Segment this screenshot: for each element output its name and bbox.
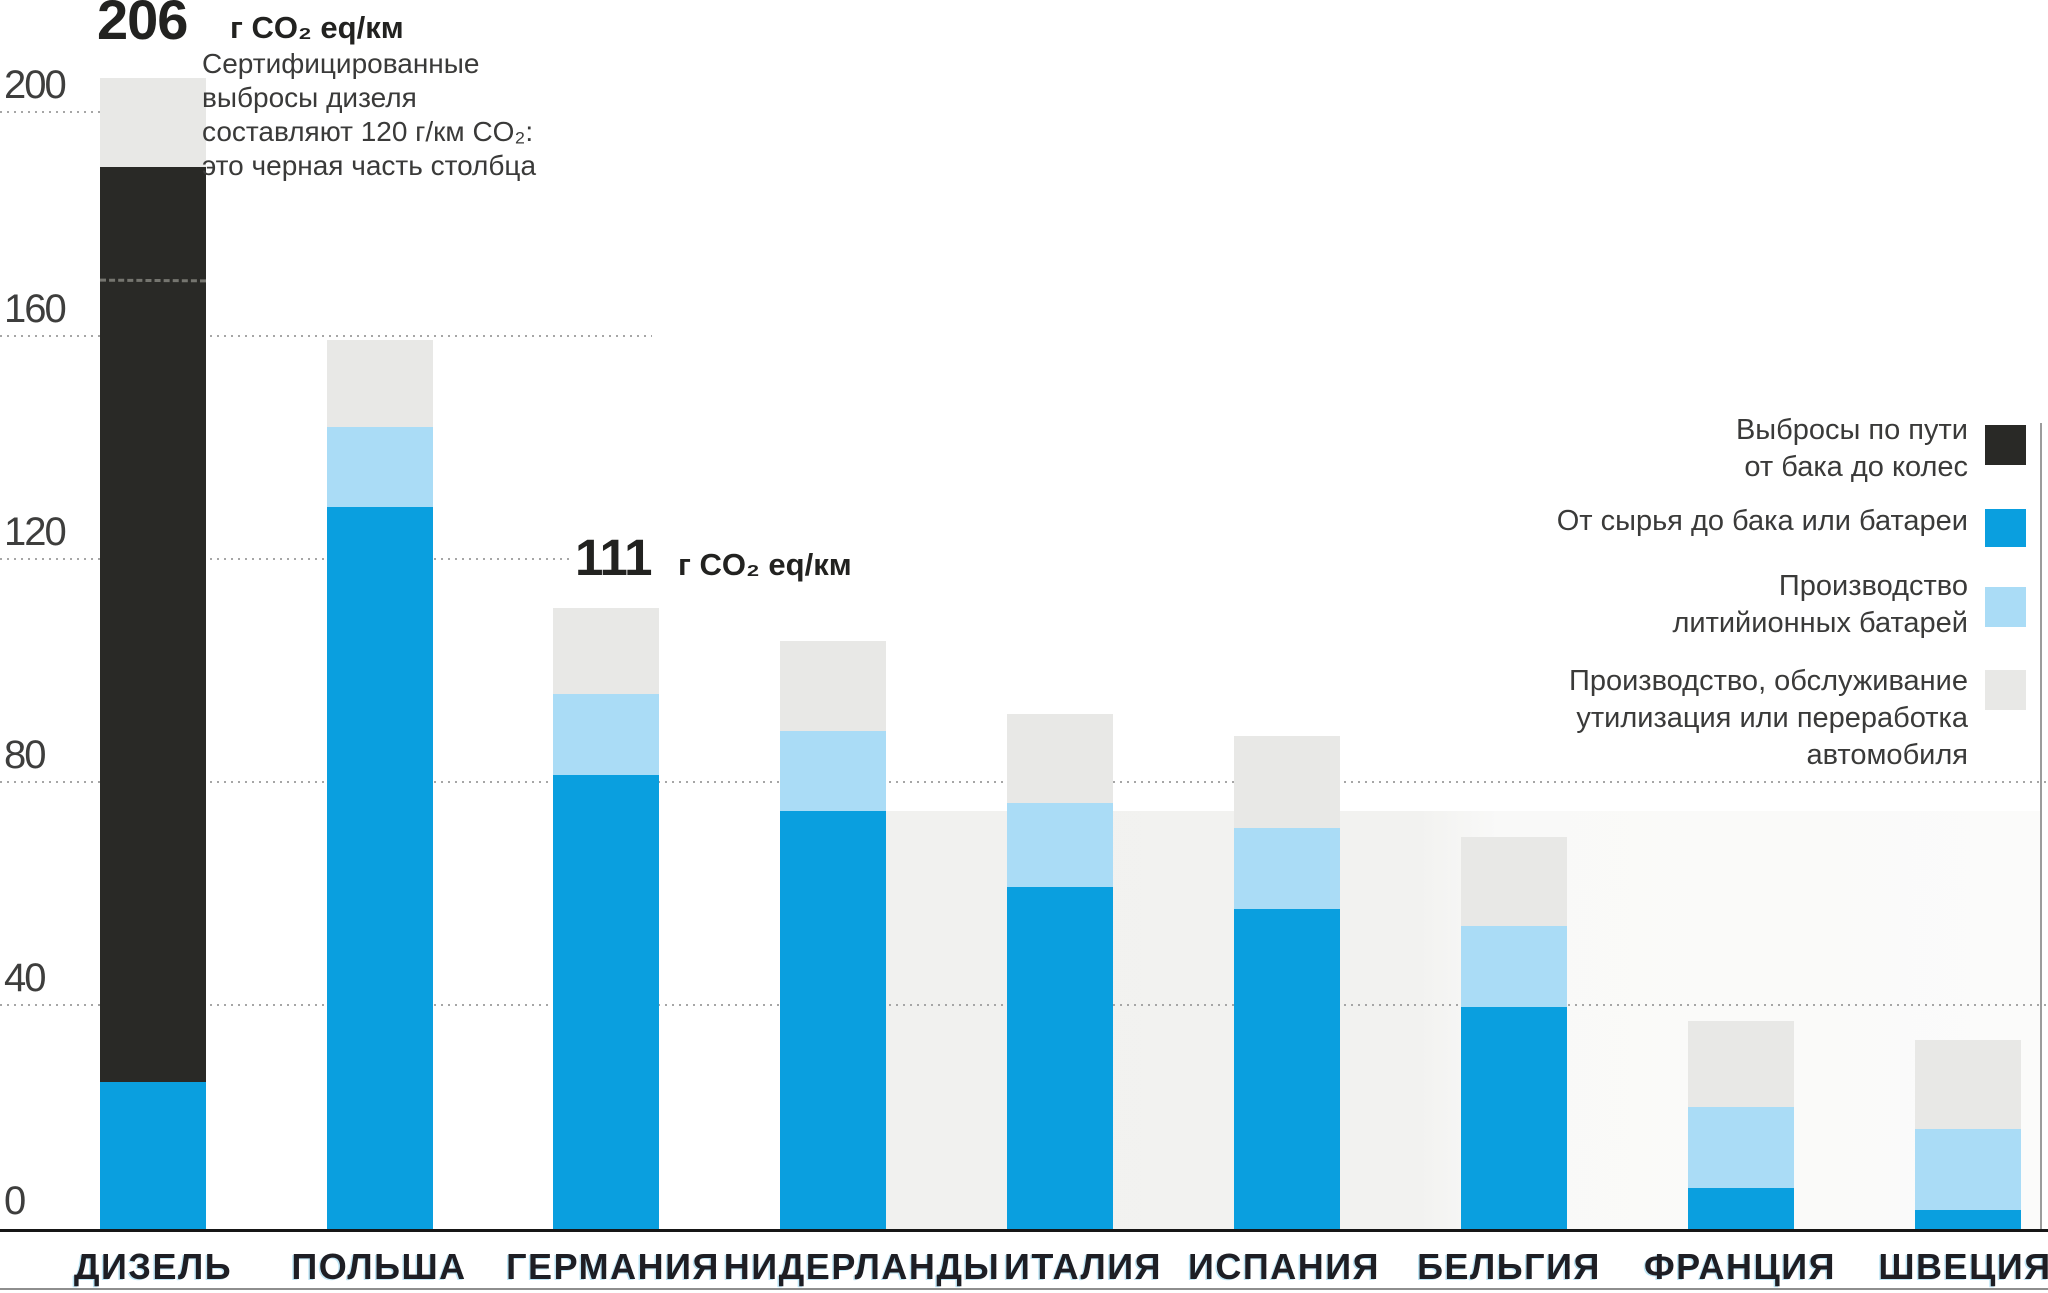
diesel-note-line: это черная часть столбца	[202, 150, 537, 181]
x-axis-label-испания: ИСПАНИЯ	[1188, 1246, 1380, 1287]
gridline-160	[0, 335, 652, 337]
x-axis-label-польша: ПОЛЬША	[291, 1246, 467, 1287]
bar-бельгия-segment-lightblue	[1461, 926, 1567, 1007]
y-tick-label-160: 160	[4, 287, 67, 331]
bar-германия-segment-gray	[553, 608, 659, 694]
right-border-line	[2040, 423, 2042, 1229]
legend-label-line: утилизация или переработка	[1576, 702, 1968, 734]
x-axis-label-дизель: ДИЗЕЛЬ	[73, 1246, 233, 1287]
x-axis-label-бельгия: БЕЛЬГИЯ	[1417, 1246, 1601, 1287]
germany-value-callout: 111	[575, 529, 652, 586]
bar-дизель-segment-blue	[100, 1082, 206, 1229]
gridline-120	[0, 558, 570, 560]
legend-label-line: Выбросы по пути	[1735, 414, 1968, 446]
bar-нидерланды-segment-lightblue	[780, 731, 886, 811]
x-axis-label-германия: ГЕРМАНИЯ	[506, 1246, 720, 1287]
x-axis-label-нидерланды: НИДЕРЛАНДЫ	[723, 1246, 1001, 1287]
bar-бельгия-segment-gray	[1461, 837, 1567, 926]
bar-дизель-segment-gray	[100, 78, 206, 167]
y-tick-label-80: 80	[4, 733, 46, 777]
x-axis-label-франция: ФРАНЦИЯ	[1643, 1246, 1837, 1287]
legend-label-line: Производство, обслуживание	[1568, 665, 1968, 697]
bar-швеция-segment-lightblue	[1915, 1129, 2021, 1210]
bar-франция-segment-lightblue	[1688, 1107, 1794, 1188]
bar-швеция-segment-blue	[1915, 1210, 2021, 1229]
bar-дизель-segment-black	[100, 167, 206, 1082]
gridline-200	[0, 111, 100, 113]
diesel-note-line: составляют 120 г/км CO₂:	[202, 116, 534, 147]
bar-италия-segment-blue	[1007, 887, 1113, 1229]
bar-италия-segment-gray	[1007, 714, 1113, 803]
legend-swatch-blue	[1985, 509, 2026, 547]
bar-италия-segment-lightblue	[1007, 803, 1113, 887]
bar-польша-segment-blue	[327, 507, 433, 1229]
bar-испания-segment-gray	[1234, 736, 1340, 828]
bar-швеция-segment-gray	[1915, 1040, 2021, 1129]
x-axis-label-италия: ИТАЛИЯ	[1003, 1246, 1163, 1287]
y-tick-label-200: 200	[4, 63, 67, 107]
bar-франция-segment-gray	[1688, 1021, 1794, 1107]
legend-label-blue: От сырья до бака или батареи	[1557, 503, 1968, 540]
y-tick-label-40: 40	[4, 956, 46, 1000]
bar-германия-segment-blue	[553, 775, 659, 1229]
legend-label-lightblue: Производство литийионных батарей	[1672, 568, 1968, 642]
legend-label-line: Производство	[1778, 570, 1968, 602]
diesel-unit-label: г CO₂ eq/км	[230, 10, 404, 45]
legend-label-line: От сырья до бака или батареи	[1556, 505, 1968, 537]
legend-swatch-black	[1985, 425, 2026, 465]
bar-польша-segment-gray	[327, 340, 433, 427]
bar-испания-segment-lightblue	[1234, 828, 1340, 909]
legend-label-line: автомобиля	[1806, 739, 1968, 771]
legend-swatch-gray	[1985, 670, 2026, 710]
bar-нидерланды-segment-gray	[780, 641, 886, 731]
legend-label-gray: Производство, обслуживание утилизация или…	[1569, 663, 1968, 774]
bar-испания-segment-blue	[1234, 909, 1340, 1229]
bar-польша-segment-lightblue	[327, 427, 433, 507]
x-axis-line	[0, 1229, 2048, 1232]
y-tick-label-120: 120	[4, 510, 67, 554]
bar-нидерланды-segment-blue	[780, 811, 886, 1229]
diesel-value-callout: 206	[97, 0, 188, 51]
germany-unit-label: г CO₂ eq/км	[678, 547, 852, 582]
bottom-border-line	[0, 1288, 2048, 1290]
bar-франция-segment-blue	[1688, 1188, 1794, 1229]
legend-label-black: Выбросы по пути от бака до колес	[1736, 412, 1968, 486]
legend-swatch-lightblue	[1985, 587, 2026, 627]
bar-германия-segment-lightblue	[553, 694, 659, 775]
y-tick-label-0: 0	[4, 1179, 26, 1223]
legend-label-line: от бака до колес	[1744, 451, 1968, 483]
diesel-note-line: Сертифицированные	[202, 48, 480, 79]
legend-label-line: литийионных батарей	[1672, 607, 1968, 639]
diesel-note-line: выбросы дизеля	[202, 82, 417, 113]
x-axis-label-швеция: ШВЕЦИЯ	[1878, 1246, 2048, 1287]
bar-бельгия-segment-blue	[1461, 1007, 1567, 1229]
